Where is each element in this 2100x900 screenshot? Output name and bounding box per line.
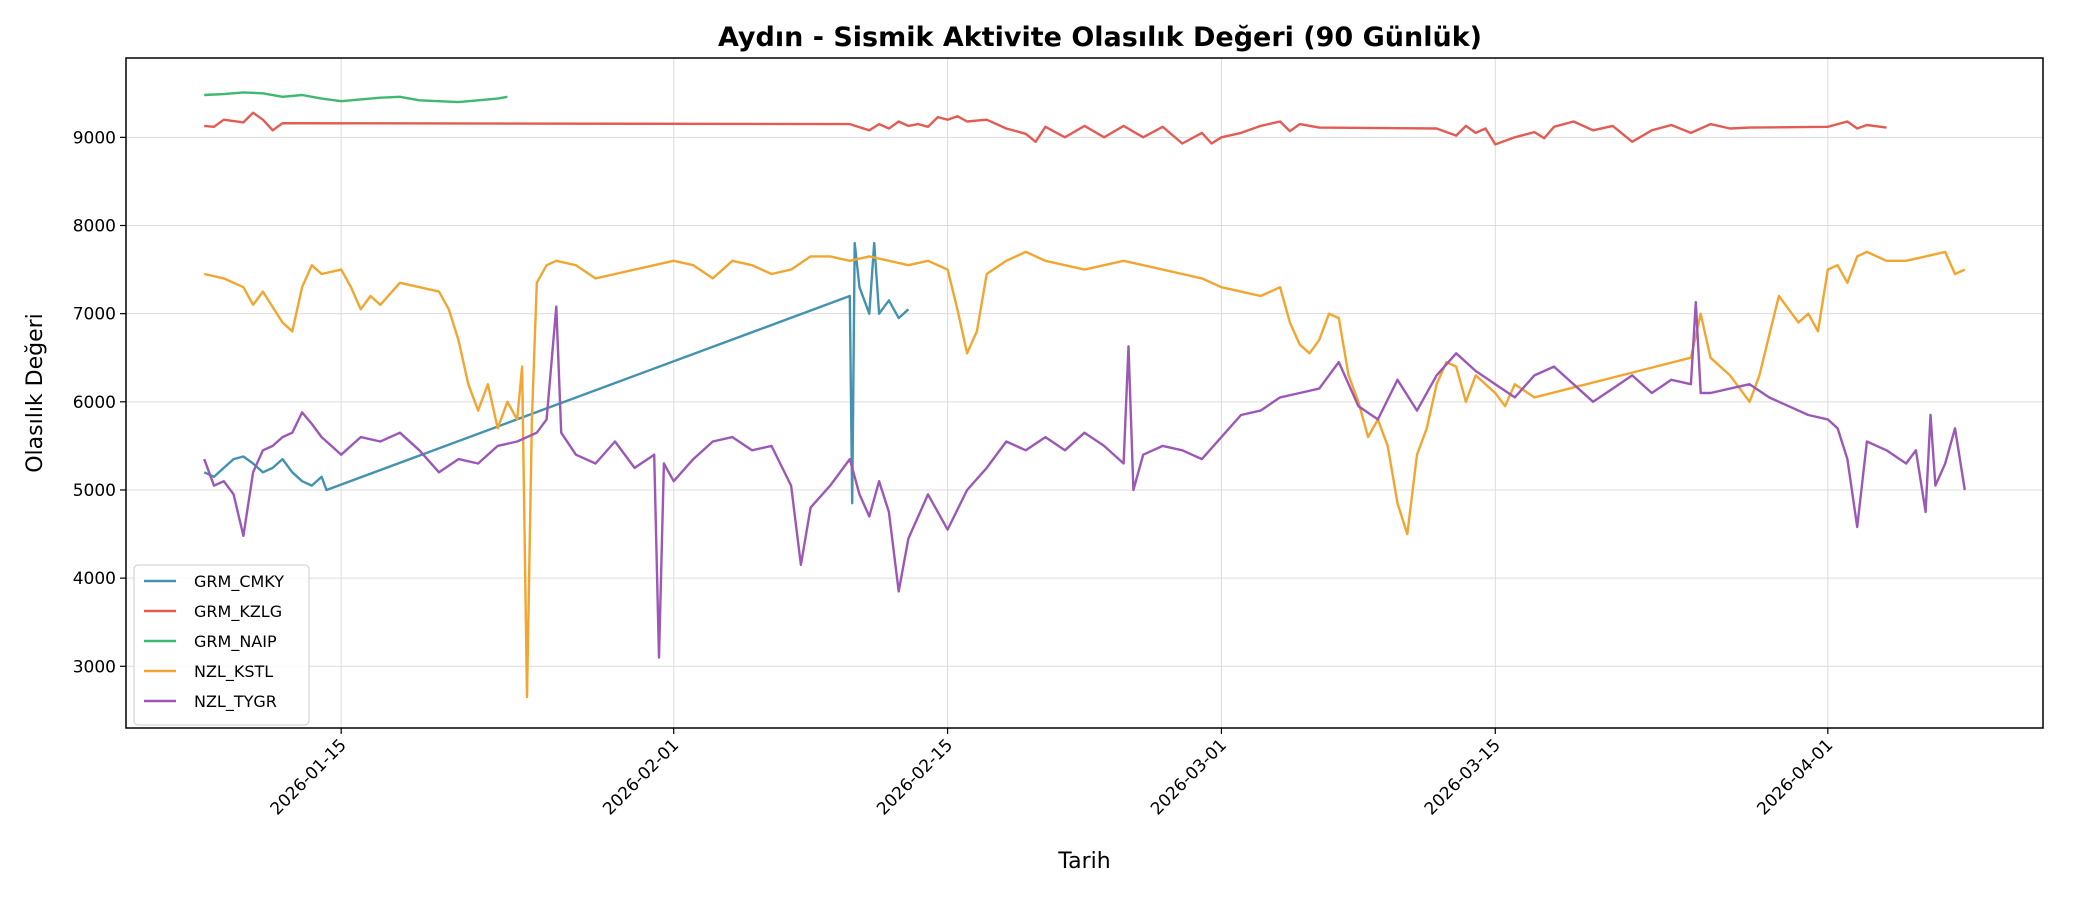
legend-label: NZL_KSTL bbox=[194, 662, 273, 682]
x-tick-label: 2026-03-01 bbox=[1147, 735, 1231, 819]
legend-label: NZL_TYGR bbox=[194, 692, 277, 712]
chart-title: Aydın - Sismik Aktivite Olasılık Değeri … bbox=[718, 22, 1482, 53]
y-tick-label: 7000 bbox=[73, 305, 116, 325]
y-tick-label: 4000 bbox=[73, 569, 116, 589]
legend-label: GRM_NAIP bbox=[194, 632, 277, 652]
x-tick-label: 2026-01-15 bbox=[267, 735, 351, 819]
y-tick-label: 6000 bbox=[73, 393, 116, 413]
x-tick-label: 2026-04-01 bbox=[1753, 735, 1837, 819]
y-tick-label: 8000 bbox=[73, 217, 116, 237]
legend-label: GRM_CMKY bbox=[194, 572, 284, 592]
x-axis-label: Tarih bbox=[1057, 849, 1110, 874]
x-tick-label: 2026-02-15 bbox=[873, 735, 957, 819]
legend: GRM_CMKY GRM_KZLG GRM_NAIP NZL_KSTL NZL_TYGR bbox=[133, 564, 310, 726]
series-line-nzl-tygr bbox=[203, 301, 1966, 659]
series-line-grm-kzlg bbox=[204, 111, 1887, 146]
y-tick-label: 5000 bbox=[73, 481, 116, 501]
x-tick-label: 2026-03-15 bbox=[1421, 735, 1505, 819]
x-tick-label: 2026-02-01 bbox=[599, 735, 683, 819]
y-tick-label: 9000 bbox=[73, 128, 116, 148]
plot-frame bbox=[125, 57, 2044, 729]
y-tick-label: 3000 bbox=[73, 657, 116, 677]
series-line-grm-naip bbox=[204, 91, 508, 104]
legend-label: GRM_KZLG bbox=[194, 602, 282, 622]
legend-box bbox=[133, 564, 310, 726]
series-layer bbox=[203, 91, 1966, 699]
series-line-grm-cmky bbox=[203, 241, 910, 505]
y-axis: 3000 4000 5000 6000 7000 8000 9000 bbox=[73, 128, 126, 677]
series-line-nzl-kstl bbox=[203, 250, 1966, 699]
y-axis-label: Olasılık Değeri bbox=[23, 313, 48, 473]
grid-lines bbox=[126, 58, 2043, 728]
x-axis: 2026-01-15 2026-02-01 2026-02-15 2026-03-01… bbox=[267, 728, 1837, 819]
